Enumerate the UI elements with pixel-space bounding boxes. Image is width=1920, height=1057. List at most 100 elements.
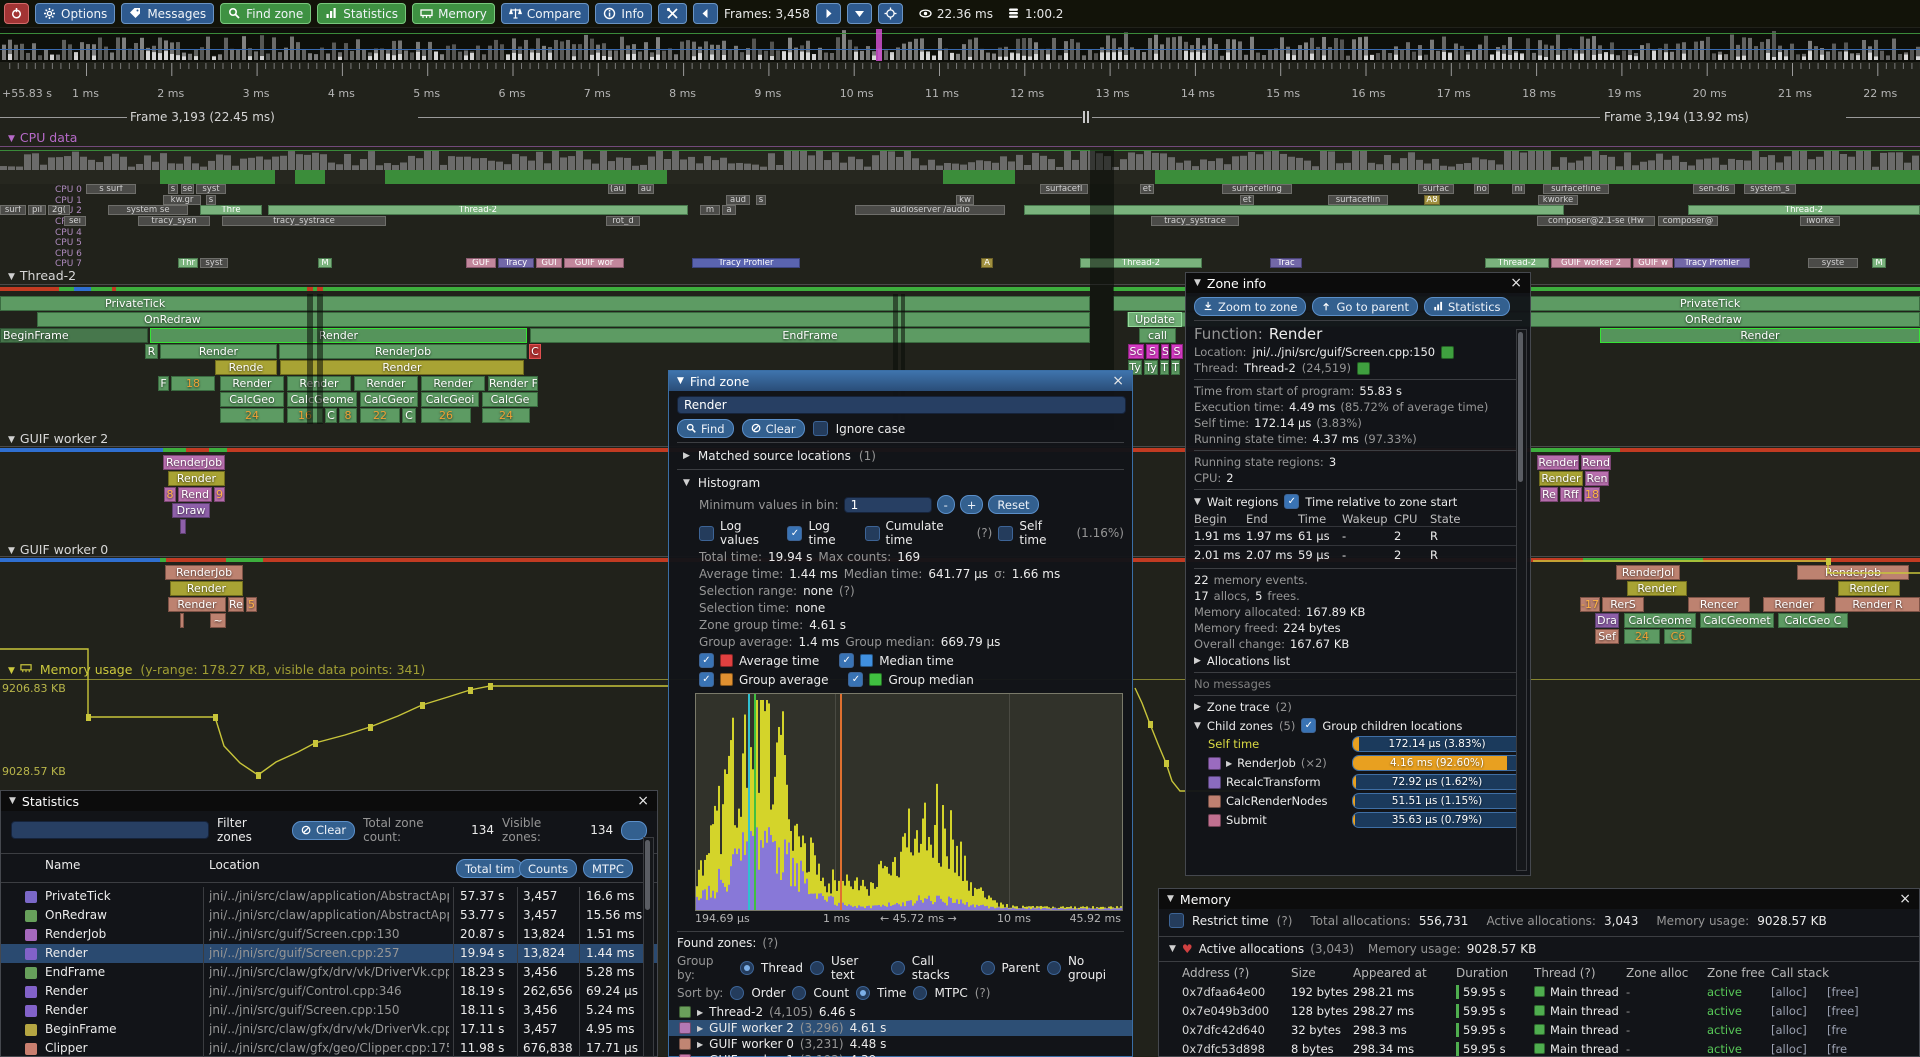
zone[interactable]: CalcGeo	[220, 392, 284, 407]
section-header-memory-usage[interactable]: ▼ Memory usage (y-range: 178.27 KB, visi…	[8, 662, 426, 677]
min-bin-input[interactable]: 1	[843, 496, 932, 513]
zone[interactable]: 5	[246, 597, 257, 612]
frame-markers-row[interactable]: Frame 3,193 (22.45 ms) Frame 3,194 (13.92…	[0, 106, 1920, 126]
zone[interactable]: M	[1872, 258, 1886, 268]
zone[interactable]: GUIF w	[1633, 258, 1673, 268]
zone[interactable]: 8	[164, 487, 176, 502]
matched-source-locations[interactable]: ▶ Matched source locations (1)	[677, 447, 1124, 465]
zone[interactable]: Thread-2	[1688, 205, 1920, 215]
zone[interactable]: Tracy Profiler	[692, 258, 800, 268]
zone[interactable]: Draw	[172, 503, 210, 518]
zone[interactable]: composer@	[1658, 216, 1718, 226]
zone[interactable]: s	[206, 195, 216, 205]
sort-by-radio-order[interactable]	[730, 986, 745, 1000]
section-header-thread2[interactable]: ▼ Thread-2	[8, 268, 77, 283]
zone-info-scrollbar[interactable]	[1516, 329, 1527, 871]
time-relative-checkbox[interactable]	[1284, 494, 1300, 509]
zone[interactable]: ~	[210, 613, 226, 628]
power-button[interactable]	[4, 3, 29, 24]
zone[interactable]: R	[145, 344, 158, 359]
section-header-guif-worker2[interactable]: ▼ GUIF worker 2	[8, 431, 109, 446]
zone[interactable]: au	[638, 184, 654, 194]
table-row[interactable]: EndFrame jni/../jni/src/claw/gfx/drv/vk/D…	[1, 963, 657, 982]
column-header-call[interactable]: Call stack	[1771, 966, 1830, 980]
zone[interactable]: Re	[228, 597, 244, 612]
zone[interactable]: system se	[108, 205, 188, 215]
allocation-row[interactable]: 0x7e049b3d00 128 bytes 298.27 ms 59.95 s Mai…	[1159, 1002, 1919, 1021]
zone[interactable]: Render	[170, 581, 243, 596]
ignore-case-checkbox[interactable]	[812, 421, 828, 436]
zone[interactable]: 24	[482, 408, 530, 423]
zone[interactable]: Render	[160, 344, 277, 359]
zone[interactable]: RenderJob	[279, 344, 527, 359]
group-by-radio-call-stacks[interactable]	[890, 961, 905, 975]
statistics-titlebar[interactable]: ▼ Statistics ×	[1, 791, 657, 811]
next-frame-button[interactable]	[815, 3, 841, 24]
column-header-duration[interactable]: Duration	[1456, 966, 1509, 980]
partial-button[interactable]	[621, 820, 647, 840]
zone[interactable]: audioserver /audio	[855, 205, 1005, 215]
zone[interactable]: A8	[1424, 195, 1440, 205]
zone[interactable]: syst	[196, 184, 226, 194]
legend-checkbox[interactable]	[699, 672, 714, 687]
child-zones-row[interactable]: ▼ Child zones (5) Group children locations	[1194, 718, 1522, 733]
section-header-guif-worker0[interactable]: ▼ GUIF worker 0	[8, 542, 109, 557]
cpu-usage-graph[interactable]	[0, 150, 1920, 184]
filter-input[interactable]	[11, 821, 210, 839]
table-row[interactable]: Render jni/../jni/src/guif/Screen.cpp:150…	[1, 1001, 657, 1020]
zone[interactable]: syst	[200, 258, 228, 268]
zone[interactable]: CalcGeo C	[1778, 613, 1848, 628]
frame-overview-strip[interactable]	[0, 28, 1920, 62]
column-header-zone[interactable]: Zone free	[1707, 966, 1766, 980]
info-button[interactable]: Info	[595, 3, 653, 24]
zone[interactable]: aud	[726, 195, 750, 205]
zone[interactable]: Thread-2	[1080, 258, 1202, 268]
zone[interactable]: tracy_systrace	[1151, 216, 1239, 226]
legend-checkbox[interactable]	[848, 672, 864, 687]
zone[interactable]: RenderJob	[163, 455, 225, 470]
column-header-zone[interactable]: Zone alloc	[1626, 966, 1689, 980]
zone[interactable]: Tracy	[498, 258, 534, 268]
group-by-radio-thread[interactable]	[739, 961, 754, 975]
zone[interactable]: ni	[1512, 184, 1525, 194]
zone[interactable]: composer@2.1-se (Hw	[1537, 216, 1655, 226]
wait-regions-header[interactable]: ▼ Wait regions Time relative to zone start	[1194, 494, 1522, 509]
zone[interactable]: Update	[1128, 312, 1182, 327]
zone[interactable]: syste	[1808, 258, 1858, 268]
cumulate-time-checkbox[interactable]	[864, 525, 880, 541]
goto-frame-button[interactable]	[846, 3, 872, 24]
zone[interactable]: Rend	[178, 487, 212, 502]
zone[interactable]: Render	[1838, 581, 1900, 596]
zone[interactable]: CalcGeome	[1624, 613, 1696, 628]
zone[interactable]: s	[168, 184, 178, 194]
self-time-checkbox[interactable]	[998, 525, 1014, 541]
zone[interactable]: Sef	[1595, 629, 1619, 644]
zone[interactable]: 24	[1624, 629, 1660, 644]
zone[interactable]: s surf	[86, 184, 136, 194]
allocation-row[interactable]: 0x7dfc53d898 8 bytes 298.34 ms 59.95 s Main …	[1159, 1040, 1919, 1057]
increment-button[interactable]: +	[959, 495, 984, 514]
zone[interactable]: Render	[168, 471, 225, 486]
restrict-time-checkbox[interactable]	[1169, 913, 1184, 928]
zone[interactable]: surfacefline	[1543, 184, 1609, 194]
zone[interactable]: 2g(	[48, 205, 70, 215]
column-header-appeared[interactable]: Appeared at	[1353, 966, 1427, 980]
zone[interactable]: C6	[1664, 629, 1692, 644]
zone[interactable]	[180, 613, 184, 628]
found-zone-group-row[interactable]: ▶ GUIF worker 2 (3,296) 4.61 s	[669, 1020, 1132, 1036]
zone[interactable]: m	[700, 205, 720, 215]
log-time-checkbox[interactable]	[787, 525, 803, 541]
log-values-checkbox[interactable]	[699, 525, 714, 541]
allocation-row[interactable]: 0x7dfc42d640 32 bytes 298.3 ms 59.95 s Main …	[1159, 1021, 1919, 1040]
focus-frame-button[interactable]	[877, 3, 903, 24]
close-icon[interactable]: ×	[1112, 373, 1124, 389]
zone[interactable]: kworke	[1538, 195, 1578, 205]
scrollbar-thumb[interactable]	[1518, 332, 1523, 482]
active-allocations-header[interactable]: ▼ ♥ Active allocations (3,043) Memory usage:…	[1159, 941, 1919, 957]
zone[interactable]: 18	[1584, 487, 1600, 502]
allocation-row[interactable]: 0x7dfaa64e00 192 bytes 298.21 ms 59.95 s Mai…	[1159, 983, 1919, 1002]
zone[interactable]: GUF	[466, 258, 496, 268]
zone[interactable]: Render	[1600, 328, 1920, 343]
child-zone-row[interactable]: CalcRenderNodes 51.51 µs (1.15%)	[1194, 793, 1522, 809]
zone[interactable]: Rend	[1581, 455, 1611, 470]
